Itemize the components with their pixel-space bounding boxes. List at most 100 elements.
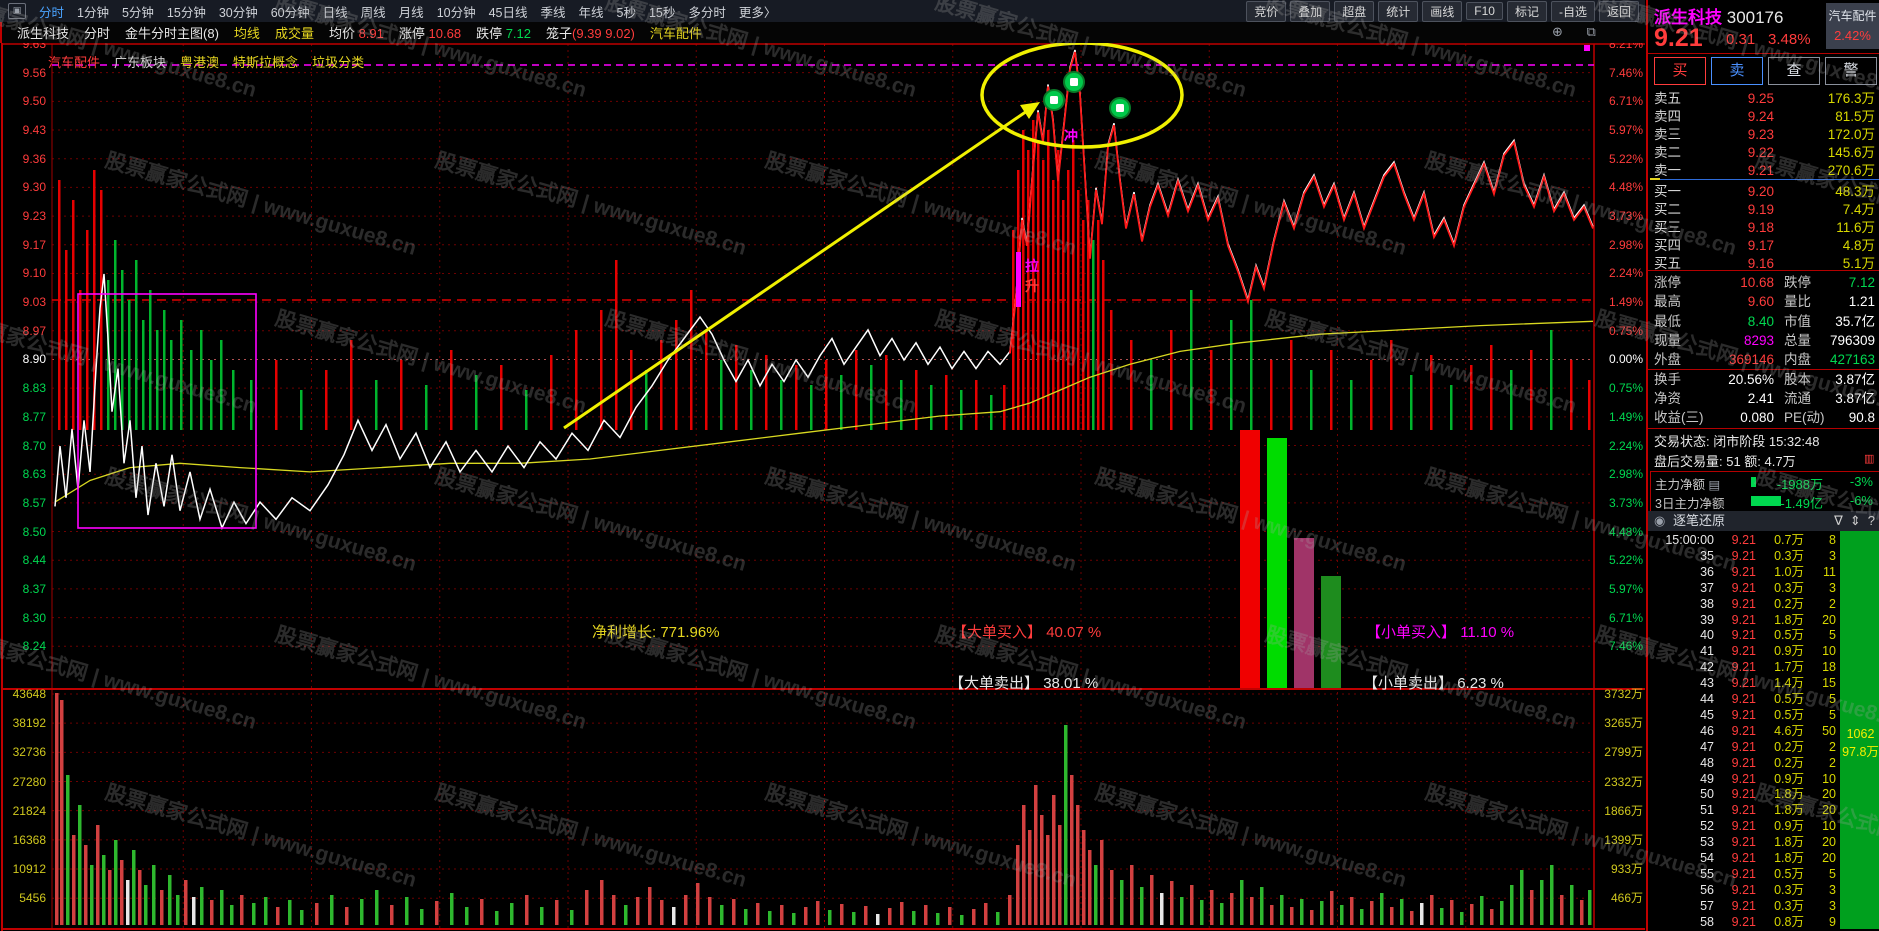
tape-header[interactable]: ◉ 逐笔还原 ∇ ⇕?: [1648, 511, 1879, 531]
period-tab-周线[interactable]: 周线: [360, 5, 386, 20]
window-icon[interactable]: ▣: [8, 3, 26, 19]
info-item[interactable]: 均价 8.91: [328, 26, 384, 41]
price-axis-label: 8.83: [22, 381, 46, 396]
tape-icon[interactable]: ∇: [1834, 513, 1843, 528]
sector-tag-垃圾分类[interactable]: 垃圾分类: [312, 55, 365, 70]
intraday-chart[interactable]: 汽车配件 广东板块 粤港澳 特斯拉概念 垃圾分类 9.63 9.56 9.50 9.43 9.3…: [0, 0, 1645, 931]
mini-chart-icon[interactable]: ▥: [1864, 453, 1875, 465]
sector-tag-汽车配件[interactable]: 汽车配件: [48, 55, 101, 70]
percent-axis-label: 5.22%: [1608, 151, 1643, 166]
toolbar-button-超盘[interactable]: 超盘: [1334, 0, 1375, 22]
sector-badge-name: 汽车配件: [1828, 9, 1877, 23]
period-tab-5秒[interactable]: 5秒: [616, 5, 636, 20]
orderbook-row[interactable]: 买五 9.16 5.1万: [1654, 256, 1875, 271]
stats-row: 收益(三) 0.080 PE(动) 90.8: [1654, 410, 1875, 426]
info-item[interactable]: 笼子(9.39 9.02): [546, 26, 635, 41]
period-tab-月线[interactable]: 月线: [398, 5, 424, 20]
main-flow-bar: [1751, 477, 1756, 487]
orderbook-row[interactable]: 买一 9.20 48.3万: [1654, 184, 1875, 199]
sector-tag-特斯拉概念[interactable]: 特斯拉概念: [233, 55, 299, 70]
stock-title[interactable]: 派生科技 300176: [1654, 3, 1783, 28]
orderbook-row[interactable]: 买四 9.17 4.8万: [1654, 238, 1875, 253]
price-change-pct: 3.48%: [1768, 31, 1811, 48]
info-item[interactable]: 分时: [84, 26, 111, 41]
order-button-买[interactable]: 买: [1654, 57, 1706, 85]
sector-tag-广东板块[interactable]: 广东板块: [114, 55, 167, 70]
price-axis-label: 8.50: [22, 524, 46, 539]
small-buy-annotation: 【小单买入】 11.10 %: [1366, 621, 1514, 642]
orderbook-row[interactable]: 卖五 9.25 176.3万: [1654, 91, 1875, 106]
percent-axis-label: 5.97%: [1608, 123, 1643, 138]
period-tab-日线[interactable]: 日线: [322, 5, 348, 20]
period-tab-45日线[interactable]: 45日线: [488, 5, 528, 20]
orderbook-row[interactable]: 卖三 9.23 172.0万: [1654, 127, 1875, 142]
period-tab-5分钟[interactable]: 5分钟: [121, 5, 154, 20]
period-tab-10分钟[interactable]: 10分钟: [436, 5, 476, 20]
period-tab-60分钟[interactable]: 60分钟: [270, 5, 310, 20]
price-axis-label: 8.77: [22, 409, 46, 424]
orderbook-row[interactable]: 买二 9.19 7.4万: [1654, 202, 1875, 217]
tape-icon[interactable]: ⇕: [1849, 513, 1861, 528]
order-button-警[interactable]: 警: [1825, 57, 1877, 85]
big-order-block: 1062 97.8万: [1840, 531, 1879, 929]
period-tab-15秒[interactable]: 15秒: [648, 5, 676, 20]
percent-axis-label: 2.24%: [1608, 438, 1643, 453]
orderbook-row[interactable]: 卖四 9.24 81.5万: [1654, 109, 1875, 124]
period-tab-分时[interactable]: 分时: [39, 5, 65, 20]
stock-name: 派生科技: [1654, 8, 1722, 27]
price-axis-label: 9.10: [22, 266, 46, 281]
chart-corner-icons[interactable]: ⊕ ⧉: [1552, 24, 1606, 39]
main-flow-value: -1988万: [1776, 477, 1823, 492]
order-button-卖[interactable]: 卖: [1711, 57, 1763, 85]
tape-title: 逐笔还原: [1672, 513, 1725, 528]
info-item[interactable]: 跌停 7.12: [476, 26, 531, 41]
orderbook-row[interactable]: 卖一 9.21 270.6万: [1654, 163, 1875, 178]
quote-panel: 派生科技 300176 汽车配件 2.42% 9.21 0.31 3.48% 交…: [1646, 0, 1879, 931]
toolbar-button-F10[interactable]: F10: [1466, 2, 1503, 20]
period-tab-30分钟[interactable]: 30分钟: [218, 5, 258, 20]
last-price: 9.21: [1654, 24, 1703, 52]
price-axis-label: 9.03: [22, 295, 46, 310]
stock-code: 300176: [1726, 8, 1784, 27]
period-tab-1分钟[interactable]: 1分钟: [77, 5, 109, 20]
orderbook-row[interactable]: 买三 9.18 11.6万: [1654, 220, 1875, 235]
chart-canvas: [0, 41, 1645, 931]
big-buy-label: 【大单买入】: [952, 624, 1043, 641]
info-item[interactable]: 汽车配件: [649, 26, 702, 41]
toolbar-button-标记[interactable]: 标记: [1506, 0, 1547, 22]
price-axis-label: 9.36: [22, 151, 46, 166]
toolbar-button-返回[interactable]: 返回: [1598, 0, 1639, 22]
info-item[interactable]: 均线: [233, 26, 260, 41]
flow3-value: -1.49亿: [1780, 496, 1823, 511]
chevron-circle-icon[interactable]: ◉: [1654, 513, 1666, 528]
period-tab-更多〉[interactable]: 更多〉: [738, 5, 777, 20]
period-tab-年线[interactable]: 年线: [578, 5, 604, 20]
orderbook-divider: [1650, 179, 1879, 180]
price-axis-label: 8.70: [22, 438, 46, 453]
sector-tag-粤港澳[interactable]: 粤港澳: [180, 55, 220, 70]
big-order-amount: 97.8万: [1842, 745, 1879, 759]
order-button-查[interactable]: 查: [1768, 57, 1820, 85]
info-item[interactable]: 涨停 10.68: [398, 26, 462, 41]
info-item[interactable]: 派生科技: [17, 26, 70, 41]
big-sell-annotation: 【大单卖出】 38.01 %: [949, 672, 1098, 693]
pullup-flag-bar: [1016, 252, 1021, 307]
pullup-label-bottom: 升: [1025, 278, 1039, 294]
tape-toolbar-icons[interactable]: ∇ ⇕?: [1827, 511, 1875, 531]
info-item[interactable]: 成交量: [274, 26, 314, 41]
price-axis-label: 8.24: [22, 639, 46, 654]
toolbar-button--自选[interactable]: -自选: [1550, 0, 1595, 22]
period-tab-多分时[interactable]: 多分时: [688, 5, 726, 20]
orderbook-row[interactable]: 卖二 9.22 145.6万: [1654, 145, 1875, 160]
info-item[interactable]: 金牛分时主图(8): [125, 26, 219, 41]
toolbar-button-叠加[interactable]: 叠加: [1290, 0, 1331, 22]
tape-icon[interactable]: ?: [1867, 513, 1875, 528]
period-tab-15分钟[interactable]: 15分钟: [166, 5, 206, 20]
toolbar-button-画线[interactable]: 画线: [1422, 0, 1463, 22]
sector-badge[interactable]: 汽车配件 2.42%: [1826, 3, 1879, 49]
percent-axis-label: 2.24%: [1608, 266, 1643, 281]
period-tab-季线[interactable]: 季线: [540, 5, 566, 20]
toolbar-button-竞价[interactable]: 竞价: [1246, 0, 1287, 22]
toolbar-button-统计[interactable]: 统计: [1378, 0, 1419, 22]
stats-row: 最低 8.40 市值 35.7亿: [1654, 313, 1875, 329]
